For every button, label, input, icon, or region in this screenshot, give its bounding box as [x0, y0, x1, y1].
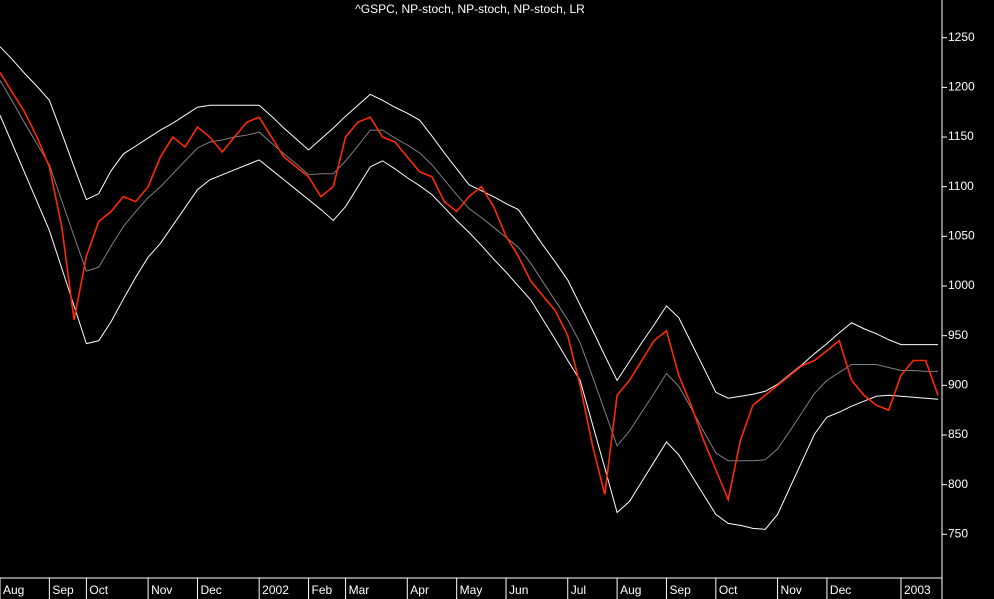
- y-tick-label: 1100: [948, 179, 974, 193]
- x-tick-label: Aug: [3, 583, 24, 597]
- y-tick-label: 1150: [948, 129, 974, 143]
- x-tick-label: Apr: [410, 583, 429, 597]
- x-tick-label: Mar: [349, 583, 370, 597]
- y-tick-label: 750: [948, 526, 968, 540]
- x-tick-label: Dec: [830, 583, 851, 597]
- y-tick-label: 800: [948, 477, 968, 491]
- y-tick-label: 1250: [948, 30, 975, 44]
- x-tick-label: Feb: [312, 583, 333, 597]
- x-tick-label: Oct: [89, 583, 108, 597]
- y-tick-label: 900: [948, 378, 968, 392]
- y-tick-label: 1200: [948, 80, 975, 94]
- x-tick-label: Dec: [200, 583, 221, 597]
- x-tick-label: Aug: [620, 583, 641, 597]
- series-line: [0, 115, 939, 530]
- x-tick-label: Jun: [509, 583, 528, 597]
- x-tick-label: Oct: [719, 583, 738, 597]
- series-line: [0, 72, 939, 503]
- x-tick-label: Sep: [52, 583, 74, 597]
- y-tick-label: 850: [948, 427, 968, 441]
- x-tick-label: 2003: [904, 583, 931, 597]
- y-tick-label: 950: [948, 328, 968, 342]
- x-tick-label: Sep: [669, 583, 691, 597]
- x-tick-label: Nov: [781, 583, 802, 597]
- x-tick-label: 2002: [262, 583, 289, 597]
- y-tick-label: 1050: [948, 229, 975, 243]
- x-tick-label: May: [460, 583, 483, 597]
- x-tick-label: Jul: [571, 583, 586, 597]
- x-tick-label: Nov: [151, 583, 172, 597]
- series-line: [0, 80, 938, 462]
- chart-title: ^GSPC, NP-stoch, NP-stoch, NP-stoch, LR: [355, 2, 585, 16]
- y-tick-label: 1000: [948, 278, 975, 292]
